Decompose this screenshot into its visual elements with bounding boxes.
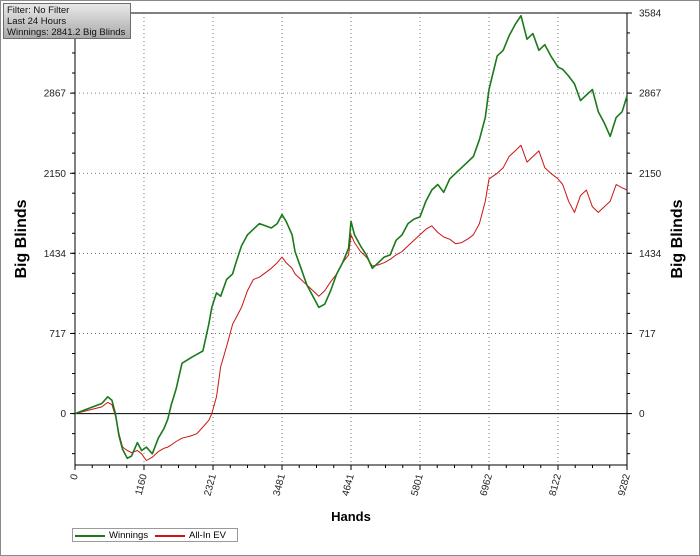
y-tick-label-right: 3584 — [639, 9, 662, 20]
y-tick-label-left: 2150 — [44, 169, 67, 180]
y-axis-title-right: Big Blinds — [669, 199, 686, 278]
winnings-summary-text: Winnings: 2841.2 Big Blinds — [7, 27, 126, 38]
x-tick-label: 1160 — [134, 473, 150, 497]
filter-info-box: Filter: No Filter Last 24 Hours Winnings… — [3, 3, 131, 39]
period-text: Last 24 Hours — [7, 16, 67, 27]
x-tick-label: 4641 — [341, 473, 357, 498]
x-tick-label: 3481 — [272, 473, 288, 498]
legend-item-allin-ev: All-In EV — [155, 530, 226, 541]
chart-legend: Winnings All-In EV — [72, 528, 238, 542]
legend-swatch-allin-ev — [155, 534, 185, 537]
y-tick-label-right: 2867 — [639, 89, 662, 100]
y-tick-label-left: 2867 — [44, 89, 67, 100]
y-tick-label-right: 2150 — [639, 169, 662, 180]
x-tick-label: 6962 — [479, 473, 495, 498]
series-line-winnings — [74, 14, 628, 460]
y-tick-label-left: 0 — [60, 409, 66, 420]
x-tick-label: 9282 — [617, 473, 633, 498]
y-tick-label-left: 1434 — [44, 249, 67, 260]
legend-item-winnings: Winnings — [75, 530, 148, 541]
legend-swatch-winnings — [75, 534, 105, 537]
y-tick-label-right: 1434 — [639, 249, 662, 260]
x-tick-label: 5801 — [409, 473, 425, 498]
y-tick-label-right: 0 — [639, 409, 645, 420]
y-tick-label-right: 717 — [639, 329, 656, 340]
y-tick-label-left: 717 — [49, 329, 66, 340]
x-tick-label: 2321 — [203, 473, 219, 498]
y-axis-title-left: Big Blinds — [13, 199, 30, 278]
x-tick-label: 0 — [69, 473, 81, 482]
legend-label-winnings: Winnings — [109, 530, 149, 541]
x-axis-title: Hands — [331, 509, 371, 524]
legend-label-allin-ev: All-In EV — [189, 530, 226, 541]
filter-text: Filter: No Filter — [7, 5, 70, 16]
x-tick-label: 8122 — [548, 473, 564, 498]
